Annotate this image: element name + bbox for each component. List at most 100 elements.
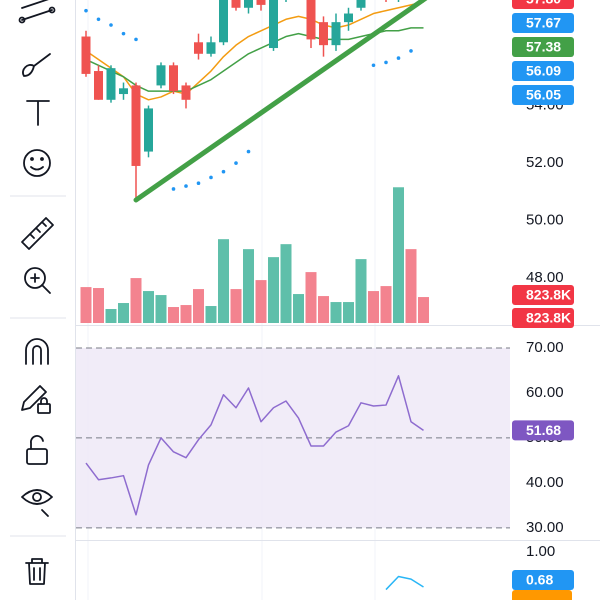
tool-emoji[interactable]	[23, 149, 51, 177]
price-badge	[512, 61, 574, 81]
tool-magnet[interactable]	[25, 338, 49, 365]
price-axis: 48.0050.0052.0054.0057.8057.6757.3856.09…	[512, 0, 574, 590]
sar-dot	[84, 8, 88, 13]
rsi-panel	[76, 347, 510, 529]
volume-bar	[193, 289, 204, 323]
toolbar	[0, 0, 76, 600]
volume-bar	[118, 303, 129, 323]
candle-body	[344, 13, 353, 23]
volume-bar	[205, 306, 217, 323]
price-panel	[80, 0, 429, 323]
price-badge	[512, 0, 574, 9]
price-badge	[512, 85, 574, 105]
y-tick-label: 50.00	[526, 212, 564, 229]
toolbar-bg	[0, 0, 75, 600]
sar-dot	[171, 187, 176, 191]
candle-body	[81, 36, 91, 74]
sar-dot	[371, 63, 376, 68]
trend-line[interactable]	[133, 0, 428, 203]
badge-label: 57.67	[526, 15, 561, 31]
candle-body	[106, 68, 116, 100]
price-badge	[512, 37, 574, 57]
y-tick-label: 1.00	[526, 543, 555, 560]
volume-bar	[168, 307, 179, 323]
lower-line	[385, 575, 424, 591]
volume-bar	[418, 297, 429, 323]
rsi-line	[85, 375, 424, 516]
volume-bar	[143, 291, 154, 323]
moving-average	[85, 27, 424, 92]
volume-bar	[355, 259, 367, 323]
volume-bar	[280, 244, 292, 323]
candle-body	[269, 0, 278, 49]
tool-trend[interactable]	[18, 0, 56, 24]
candle-body	[119, 88, 128, 95]
badge-label: 823.8K	[526, 287, 571, 303]
volume-bar	[255, 280, 267, 323]
badge-label: 0.68	[526, 572, 553, 588]
badge-label: 823.8K	[526, 310, 571, 326]
volume-bar	[305, 272, 317, 323]
badge-label: 51.68	[526, 422, 561, 438]
candle-body	[231, 0, 241, 8]
volume-bar	[80, 287, 92, 323]
price-badge	[512, 570, 574, 590]
volume-bar	[130, 278, 142, 323]
sar-dot	[209, 175, 213, 180]
volume-bar	[380, 286, 392, 323]
tool-brush[interactable]	[22, 53, 51, 77]
volume-bar	[318, 296, 329, 323]
volume-bar	[293, 294, 304, 323]
tool-ruler[interactable]	[21, 217, 54, 250]
tool-unlock[interactable]	[26, 435, 48, 465]
y-tick-label: 70.00	[526, 339, 564, 356]
candle-body	[194, 42, 203, 54]
sar-dot	[184, 184, 188, 188]
sar-dot	[221, 169, 226, 174]
volume-bar	[243, 249, 254, 323]
sar-dot	[246, 149, 251, 154]
volume-bar	[93, 288, 104, 323]
badge-label: 57.38	[526, 39, 561, 55]
y-tick-label: 30.00	[526, 519, 564, 536]
badge-label: 56.05	[526, 87, 561, 103]
sar-dot	[409, 49, 413, 53]
badge-label: 57.80	[526, 0, 561, 7]
orange-badge	[512, 590, 572, 600]
price-badge	[512, 285, 574, 305]
sar-dot	[234, 161, 238, 165]
candle-body	[144, 108, 153, 152]
candle-body	[319, 22, 328, 46]
tool-lock-drawing[interactable]	[21, 385, 51, 414]
volume-bar	[343, 302, 354, 323]
rsi-plot	[85, 375, 424, 516]
volume-bar	[105, 309, 117, 323]
y-tick-label: 52.00	[526, 154, 564, 171]
volume-bar	[180, 305, 192, 323]
volume-bar	[405, 249, 417, 323]
sar-dot	[96, 17, 101, 22]
volume-bar	[230, 289, 242, 323]
y-tick-label: 60.00	[526, 384, 564, 401]
candle-body	[219, 0, 228, 43]
candle-body	[244, 0, 253, 8]
tool-zoom[interactable]	[24, 267, 51, 294]
y-tick-label: 48.00	[526, 269, 564, 286]
sar-dot	[109, 23, 113, 27]
volume-bar	[393, 187, 404, 323]
price-badge	[512, 420, 574, 441]
tool-delete[interactable]	[25, 558, 49, 585]
sar-dot	[396, 56, 401, 60]
sar-dot	[134, 37, 138, 42]
price-badge	[512, 13, 574, 33]
sar-dot	[196, 181, 201, 186]
tool-visibility[interactable]	[21, 489, 53, 517]
candle-body	[169, 65, 178, 92]
volume-bar	[268, 257, 279, 323]
volume-bar	[218, 239, 229, 323]
tool-text[interactable]	[26, 100, 50, 126]
sar-dot	[121, 31, 126, 36]
volume-bar	[368, 291, 379, 323]
volume-bar	[155, 295, 167, 323]
